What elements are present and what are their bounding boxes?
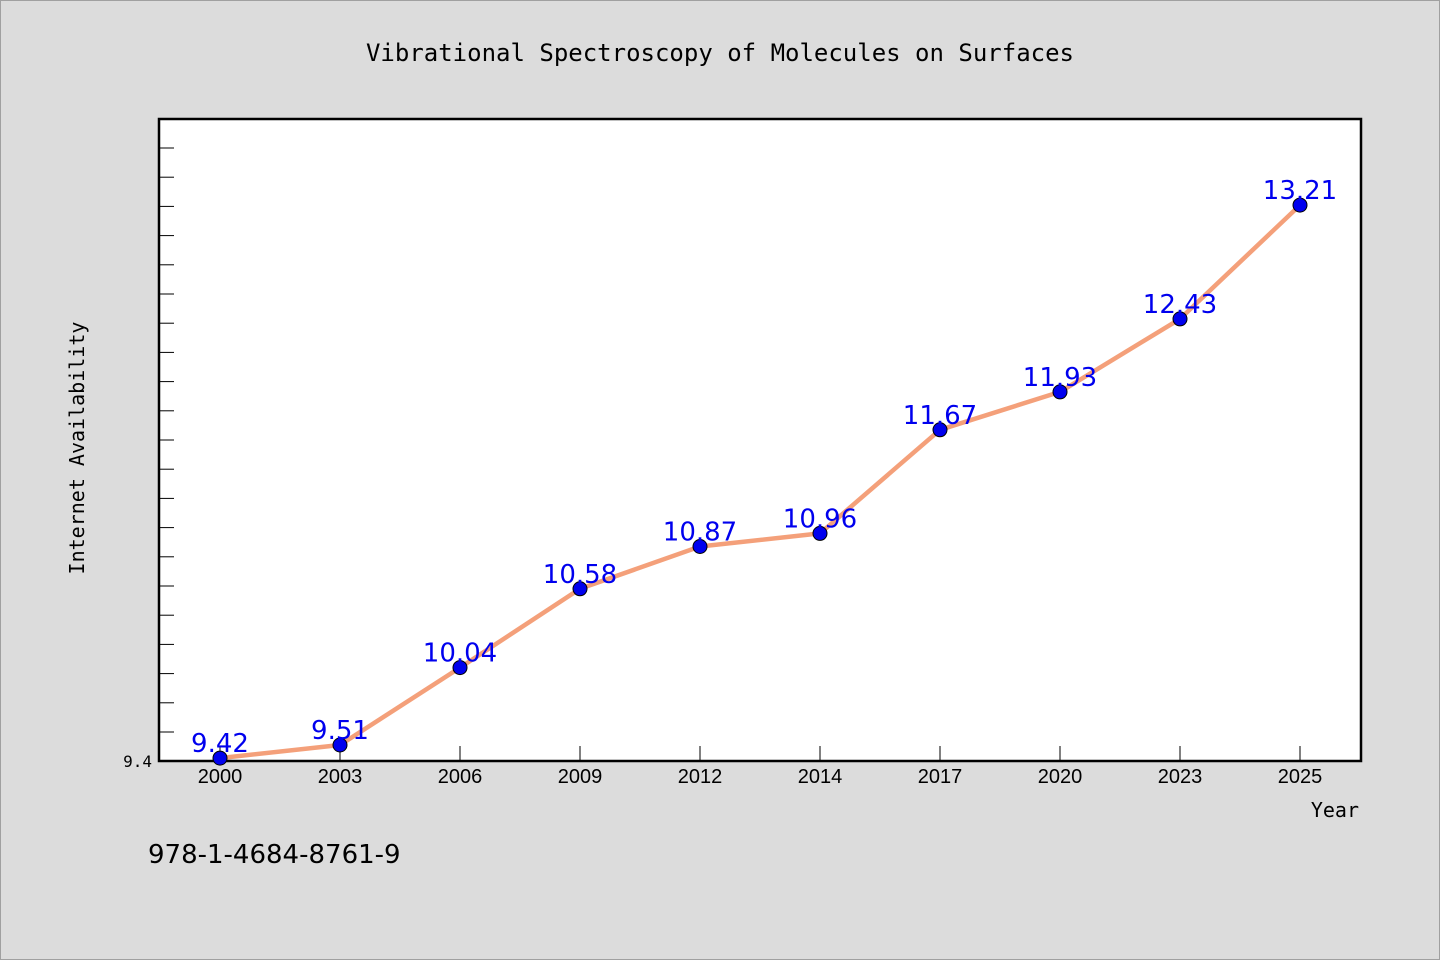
x-tick-label: 2020 [1038, 766, 1083, 788]
data-point [1292, 197, 1308, 213]
x-tick-label: 2009 [558, 766, 603, 788]
isbn-text: 978-1-4684-8761-9 [148, 840, 401, 870]
x-axis-tick-labels: 2000 2003 2006 2009 2012 2014 2017 2020 2023 2025 [198, 766, 1323, 788]
data-point [212, 750, 228, 766]
x-tick-label: 2025 [1278, 766, 1323, 788]
data-label: 10.96 [783, 504, 857, 534]
x-tick-label: 2000 [198, 766, 243, 788]
data-point [932, 422, 948, 438]
y-axis-ticks [159, 147, 174, 733]
data-label: 12.43 [1143, 290, 1217, 320]
data-point [572, 581, 588, 597]
data-label: 10.87 [663, 518, 737, 548]
data-point [1172, 311, 1188, 327]
x-tick-label: 2017 [918, 766, 963, 788]
data-point [332, 737, 348, 753]
x-tick-label: 2006 [438, 766, 483, 788]
data-labels: 9.42 9.51 10.04 10.58 10.87 10.96 11.67 11.93 12… [191, 176, 1337, 759]
y-tick-label: 9.4 [123, 752, 152, 771]
plot-area [157, 117, 1363, 763]
data-label: 13.21 [1263, 176, 1337, 206]
data-point [452, 660, 468, 676]
x-tick-label: 2003 [318, 766, 363, 788]
series-markers [212, 197, 1308, 766]
data-point [1052, 384, 1068, 400]
data-label: 10.58 [543, 560, 617, 590]
series-line [217, 202, 1303, 761]
data-label: 10.04 [423, 639, 497, 669]
y-axis-label: Internet Availability [65, 322, 89, 575]
data-point [812, 525, 828, 541]
x-axis-label: Year [1311, 798, 1359, 822]
data-label: 11.93 [1023, 363, 1097, 393]
chart-title: Vibrational Spectroscopy of Molecules on… [366, 39, 1074, 67]
data-label: 11.67 [903, 401, 977, 431]
x-tick-label: 2012 [678, 766, 723, 788]
data-label: 9.42 [191, 729, 249, 759]
x-tick-label: 2023 [1158, 766, 1203, 788]
x-tick-label: 2014 [798, 766, 843, 788]
data-label: 9.51 [311, 716, 369, 746]
data-point [692, 539, 708, 554]
